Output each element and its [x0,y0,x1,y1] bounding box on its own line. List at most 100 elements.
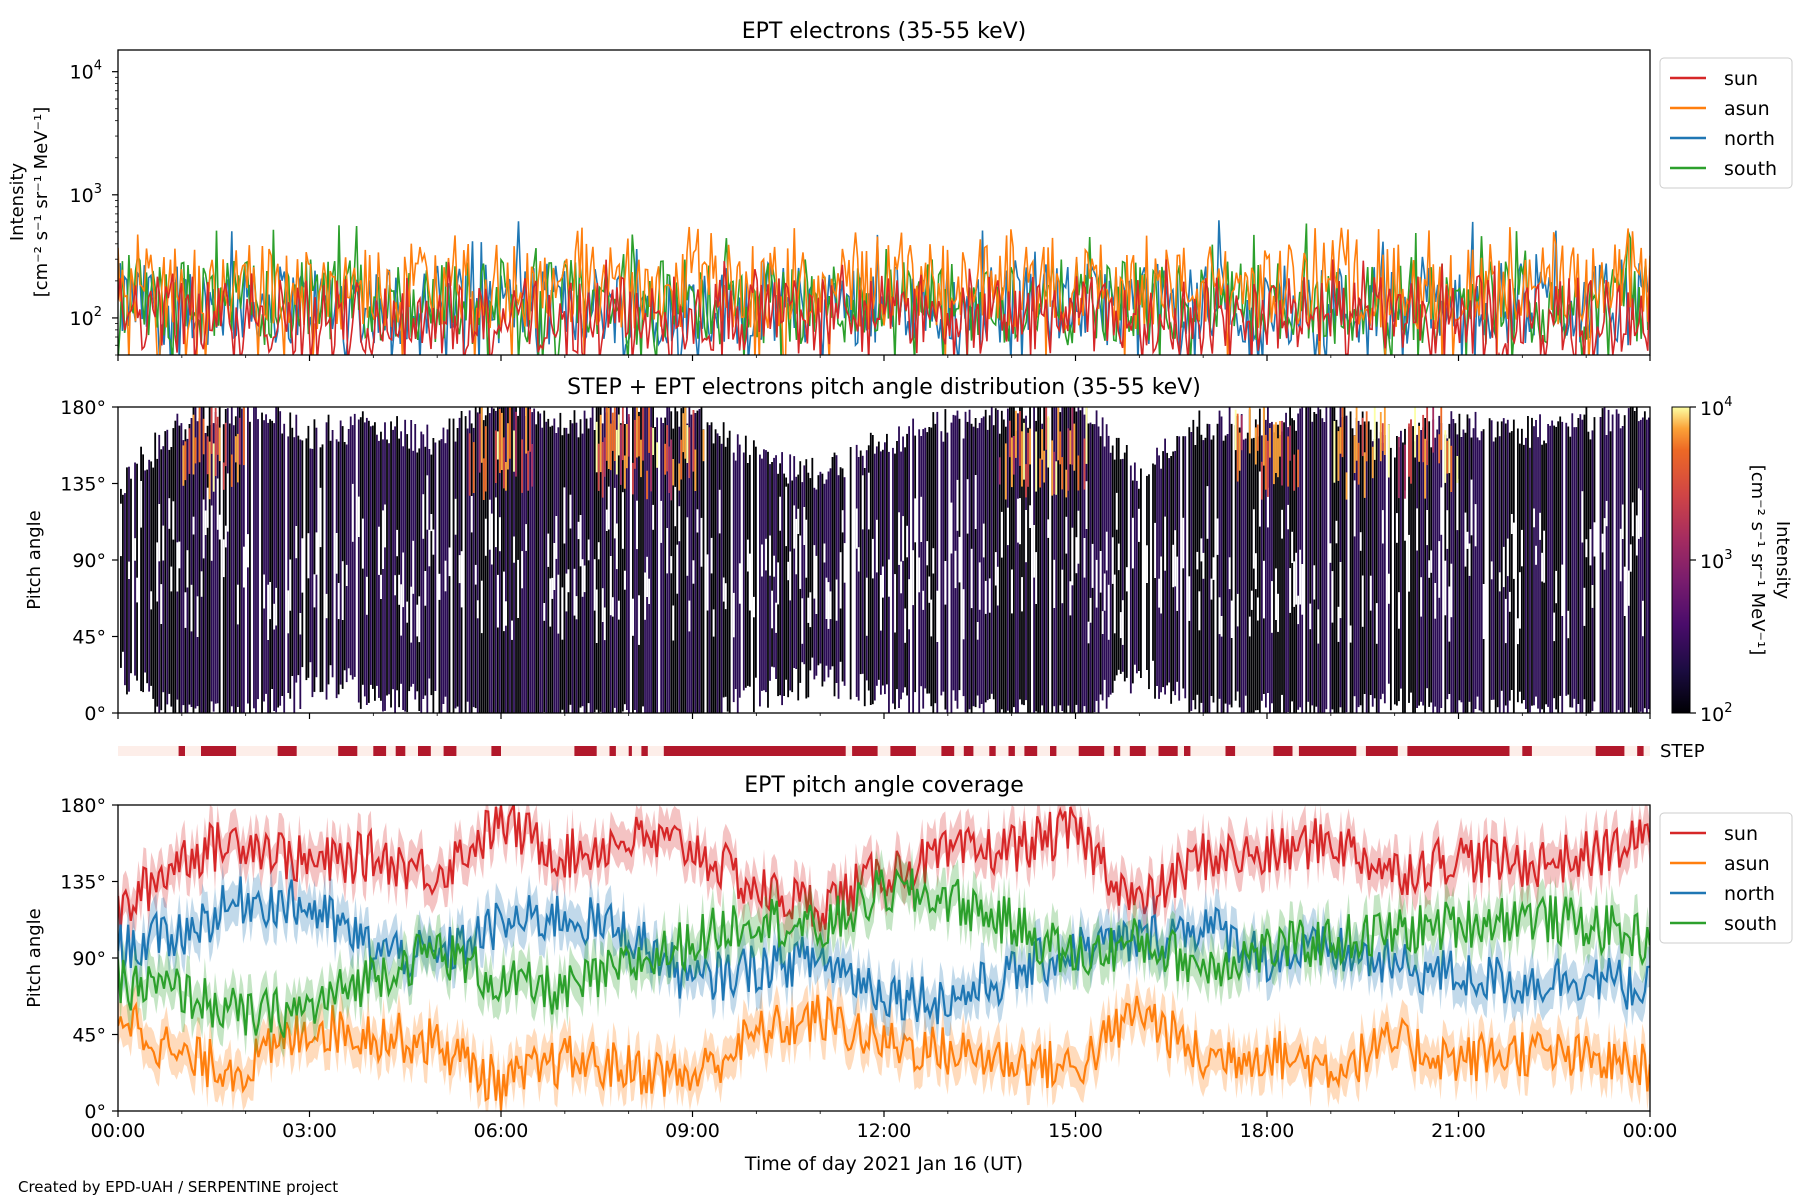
pad-column [1508,432,1511,701]
pad-enhanced [1381,423,1384,451]
pad-column [486,407,489,713]
pad-column [1238,427,1241,708]
legend-label-asun: asun [1724,853,1770,875]
pad-column [940,431,943,696]
pad-gap [1555,570,1558,604]
pad-enhanced [623,455,626,489]
pad-column [1234,425,1237,701]
pad-column [1645,419,1648,713]
pad-gap [888,559,891,597]
pad-column [1571,413,1574,708]
pad-column [650,407,652,713]
pad-gap [569,494,572,529]
pad-column [426,424,429,713]
pad-enhanced [611,412,614,451]
pad-column [920,436,923,687]
pad-gap [1353,480,1356,537]
pad-column [1575,427,1578,713]
pad-gap [396,529,399,557]
pad-column [142,454,144,693]
pad-column [1289,407,1291,713]
pad-column [519,407,521,713]
pad-column [1631,407,1634,713]
pad-column [660,417,663,713]
pad-column [1208,424,1211,713]
pad-column [988,415,991,699]
pad-column [1581,419,1584,713]
pad-column [752,440,755,713]
panel4-xlabel: Time of day 2021 Jan 16 (UT) [744,1153,1023,1175]
pad-enhanced [1269,428,1271,458]
pad-column [382,439,384,712]
pad-column [1545,443,1547,705]
pad-gap [1121,600,1125,645]
pad-gap [1006,507,1010,546]
pad-gap [932,548,935,574]
pad-enhanced [1277,438,1279,478]
pad-column [474,407,477,709]
pad-column [224,409,227,713]
pad-column [498,407,501,713]
pad-column [1341,417,1344,713]
pad-column [1051,407,1054,713]
pad-column [1422,427,1425,706]
pad-enhanced [1047,416,1050,468]
pad-gap [168,498,171,529]
pad-gap [976,622,979,640]
pad-column [1529,447,1531,713]
pad-enhanced [1444,430,1447,483]
pad-column [148,459,151,692]
pad-column [1273,432,1275,713]
pad-column [374,422,376,701]
pad-column [1492,441,1495,700]
pad-enhanced [1013,436,1015,475]
pad-column [1559,416,1562,696]
pad-column [962,438,965,697]
pad-gap [1119,612,1123,639]
pad-column [404,419,407,712]
pad-column [1230,423,1233,708]
pad-column [625,407,628,710]
pad-column [363,422,366,697]
pad-gap [222,539,226,578]
pad-gap [1641,600,1645,637]
pad-gap [839,552,842,609]
pad-column [1315,413,1318,707]
pad-column [1013,407,1015,708]
pad-column [1317,407,1320,713]
xtick-label: 03:00 [282,1120,337,1142]
pad-gap [575,596,578,620]
pad-gap [1583,587,1586,626]
pad-gap [797,508,800,534]
pad-gap [1061,569,1064,604]
step-interval [1008,746,1015,756]
pad-column [1335,419,1338,713]
pad-column [1125,445,1128,678]
pad-column [263,420,265,702]
pad-column [1093,424,1096,713]
pad-gap [769,535,772,576]
pad-column [1345,415,1348,713]
pad-enhanced [678,463,681,491]
pad-gap [1369,575,1373,611]
pad-gap [1271,581,1274,633]
pad-column [611,420,614,713]
pad-gap [384,504,387,548]
pad-gap [1206,486,1209,539]
pad-column [807,472,810,698]
pad-column [952,414,955,691]
pad-column [1017,413,1019,713]
pad-column [811,457,814,658]
pad-column [829,468,832,670]
pad-column [976,428,979,696]
pad-column [440,439,443,713]
pad-gap [1601,533,1604,553]
pad-gap [595,589,598,643]
pad-column [1555,426,1558,710]
pad-column [386,439,388,696]
pad-enhanced [670,439,673,501]
pad-column [535,424,538,713]
pad-gap [1252,509,1256,569]
pad-enhanced [1262,407,1265,466]
pad-enhanced [1023,422,1025,480]
